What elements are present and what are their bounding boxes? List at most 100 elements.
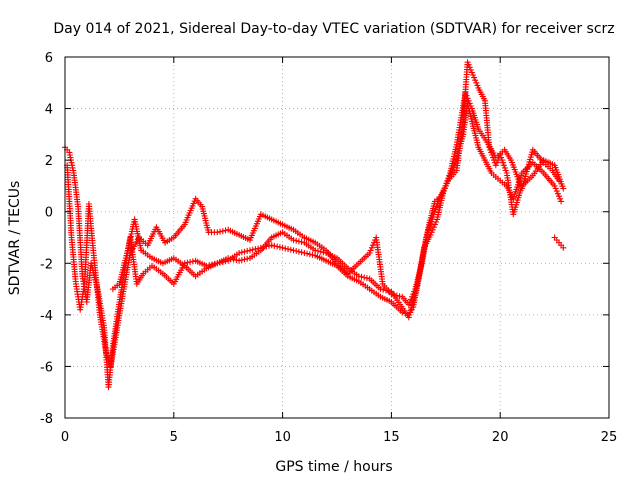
data-point bbox=[493, 159, 500, 166]
data-point bbox=[187, 259, 194, 265]
y-tick-label: 2 bbox=[45, 154, 53, 169]
data-point bbox=[285, 246, 291, 253]
data-point bbox=[500, 159, 506, 166]
data-point bbox=[104, 353, 111, 360]
data-point bbox=[551, 182, 558, 189]
data-point bbox=[271, 242, 278, 249]
data-point bbox=[560, 244, 567, 251]
data-point bbox=[462, 90, 469, 97]
data-point bbox=[295, 248, 302, 255]
data-point bbox=[298, 249, 305, 256]
data-point bbox=[361, 274, 368, 281]
data-point bbox=[247, 247, 253, 254]
data-point bbox=[431, 221, 438, 228]
data-point bbox=[368, 244, 375, 251]
data-point bbox=[290, 237, 297, 244]
data-point bbox=[304, 250, 311, 257]
data-point bbox=[558, 198, 565, 205]
data-marks bbox=[62, 59, 567, 391]
x-tick-label: 15 bbox=[383, 430, 400, 445]
data-point bbox=[433, 219, 439, 225]
y-axis-title: SDTVAR / TECUs bbox=[7, 181, 23, 296]
data-point bbox=[320, 249, 327, 256]
data-point bbox=[244, 248, 251, 254]
data-point bbox=[312, 247, 319, 254]
x-tick-label: 25 bbox=[601, 430, 618, 445]
y-tick-label: -6 bbox=[40, 360, 53, 375]
data-point bbox=[268, 242, 275, 249]
data-point bbox=[499, 157, 506, 164]
data-point bbox=[465, 61, 472, 68]
data-point bbox=[406, 299, 413, 305]
data-point bbox=[69, 164, 76, 171]
data-point bbox=[236, 250, 243, 256]
data-point bbox=[236, 257, 243, 264]
data-point bbox=[556, 177, 562, 184]
data-point bbox=[315, 248, 321, 254]
data-point bbox=[427, 231, 434, 238]
data-point bbox=[463, 92, 470, 99]
data-point bbox=[287, 246, 294, 253]
data-point bbox=[377, 286, 384, 293]
data-point bbox=[217, 228, 223, 235]
y-tick-label: 6 bbox=[45, 51, 53, 66]
data-point bbox=[241, 256, 248, 263]
data-point bbox=[238, 249, 245, 256]
data-point bbox=[363, 275, 370, 282]
data-point bbox=[500, 162, 507, 169]
data-point bbox=[470, 72, 476, 78]
y-tick-label: -8 bbox=[40, 412, 53, 427]
data-point bbox=[556, 193, 562, 200]
x-tick-label: 5 bbox=[170, 430, 178, 445]
data-point bbox=[282, 245, 289, 252]
data-point bbox=[301, 250, 308, 256]
data-point bbox=[466, 64, 473, 71]
data-point bbox=[241, 248, 248, 255]
chart-title: Day 014 of 2021, Sidereal Day-to-day VTE… bbox=[53, 21, 614, 37]
data-point bbox=[252, 246, 259, 253]
data-point bbox=[465, 97, 472, 104]
data-point bbox=[466, 100, 473, 107]
data-point bbox=[366, 250, 373, 256]
data-point bbox=[445, 175, 452, 182]
data-point bbox=[103, 350, 110, 357]
data-point bbox=[430, 224, 437, 231]
data-point bbox=[553, 188, 560, 195]
data-point bbox=[472, 77, 479, 84]
data-point bbox=[467, 66, 474, 73]
data-point bbox=[444, 177, 451, 184]
data-point bbox=[309, 251, 316, 258]
data-point bbox=[290, 247, 297, 254]
y-tick-label: -4 bbox=[40, 309, 53, 324]
data-point bbox=[219, 228, 226, 235]
x-tick-label: 0 bbox=[61, 430, 69, 445]
data-point bbox=[227, 255, 234, 262]
data-point bbox=[492, 162, 499, 169]
data-point bbox=[471, 74, 478, 81]
x-axis-title: GPS time / hours bbox=[275, 459, 392, 475]
data-point bbox=[367, 247, 374, 254]
data-point bbox=[214, 229, 221, 236]
data-point bbox=[442, 182, 449, 189]
data-point bbox=[552, 185, 559, 192]
data-point bbox=[383, 287, 389, 294]
data-point bbox=[355, 273, 362, 280]
data-point bbox=[396, 293, 403, 300]
grid bbox=[65, 57, 609, 418]
data-point bbox=[440, 188, 447, 195]
data-point bbox=[274, 243, 281, 250]
data-point bbox=[385, 288, 392, 294]
series-trace-b bbox=[64, 59, 567, 370]
data-point bbox=[446, 172, 453, 179]
x-axis-ticks: 0 5 10 15 20 25 bbox=[61, 57, 617, 445]
data-point bbox=[68, 159, 75, 166]
data-point bbox=[467, 113, 474, 120]
series-trace-c bbox=[109, 90, 562, 321]
data-point bbox=[306, 251, 313, 258]
y-tick-label: 0 bbox=[45, 206, 53, 221]
y-axis-ticks: -8 -6 -4 -2 0 2 4 6 bbox=[40, 51, 609, 427]
data-point bbox=[295, 238, 302, 245]
data-point bbox=[380, 286, 387, 293]
y-tick-label: -2 bbox=[40, 257, 53, 272]
